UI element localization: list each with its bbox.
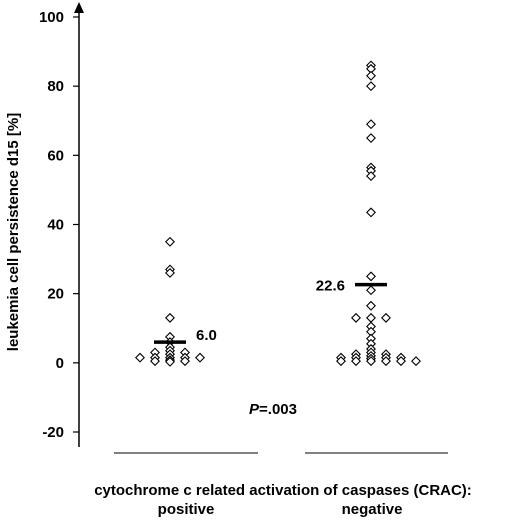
data-point-positive: [195, 352, 205, 363]
data-point-negative: [366, 285, 376, 296]
data-point-negative: [336, 356, 346, 367]
data-point-positive: [165, 267, 175, 278]
data-point-positive: [165, 312, 175, 323]
category-label-positive: positive: [158, 501, 215, 518]
y-tick-label: 20: [47, 286, 64, 303]
data-point-negative: [381, 312, 391, 323]
y-tick-label: 100: [39, 9, 64, 26]
category-label-negative: negative: [342, 501, 403, 518]
data-point-negative: [366, 312, 376, 323]
data-point-negative: [366, 171, 376, 182]
y-tick-label: 80: [47, 78, 64, 95]
p-value-prefix: P: [249, 401, 260, 418]
y-axis-arrow: [74, 2, 84, 13]
data-point-negative: [381, 356, 391, 367]
data-point-negative: [366, 300, 376, 311]
data-point-negative: [351, 312, 361, 323]
data-point-negative: [396, 356, 406, 367]
data-point-negative: [351, 356, 361, 367]
data-point-negative: [366, 119, 376, 130]
data-point-negative: [366, 70, 376, 81]
p-value-label: P=.003: [249, 401, 297, 418]
median-label-negative: 22.6: [316, 278, 345, 295]
median-group: 6.0 22.6: [154, 278, 387, 344]
y-tick-label: 60: [47, 147, 64, 164]
y-tick-label: 0: [56, 355, 64, 372]
data-point-negative: [366, 81, 376, 92]
data-point-negative: [366, 133, 376, 144]
median-label-positive: 6.0: [196, 327, 217, 344]
data-point-negative: [366, 271, 376, 282]
p-value-text: =.003: [259, 401, 297, 418]
y-tick-label: -20: [42, 424, 64, 441]
x-axis-title: cytochrome c related activation of caspa…: [94, 482, 472, 499]
data-point-negative: [411, 356, 421, 367]
data-point-positive: [165, 236, 175, 247]
y-tick-label: 40: [47, 217, 64, 234]
data-point-positive: [180, 356, 190, 367]
data-point-negative: [366, 356, 376, 367]
y-tick-group: -20 0 20 40 60 80 100: [39, 9, 79, 441]
y-axis-title: leukemia cell persistence d15 [%]: [5, 113, 22, 351]
data-point-positive: [135, 352, 145, 363]
data-point-positive: [165, 356, 175, 367]
data-point-negative: [366, 207, 376, 218]
data-point-group: [135, 60, 421, 367]
data-point-positive: [150, 356, 160, 367]
